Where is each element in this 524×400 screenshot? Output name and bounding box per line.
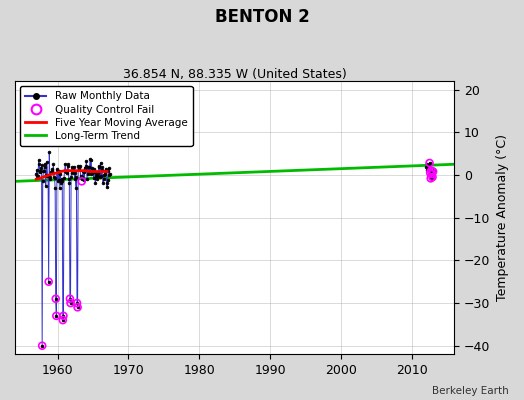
Point [52, 313, 61, 319]
Point [78, 178, 86, 184]
Text: Berkeley Earth: Berkeley Earth [432, 386, 508, 396]
Point [73, 304, 82, 310]
Point [428, 174, 436, 180]
Point [59, 313, 68, 319]
Point [67, 300, 75, 306]
Point [425, 160, 434, 166]
Point [426, 170, 434, 176]
Point [73, 300, 81, 306]
Point [45, 278, 53, 285]
Text: BENTON 2: BENTON 2 [215, 8, 309, 26]
Point [66, 296, 74, 302]
Y-axis label: Temperature Anomaly (°C): Temperature Anomaly (°C) [496, 134, 509, 301]
Point [427, 175, 435, 182]
Title: 36.854 N, 88.335 W (United States): 36.854 N, 88.335 W (United States) [123, 68, 346, 81]
Point [38, 342, 46, 349]
Point [429, 168, 438, 175]
Point [51, 296, 60, 302]
Legend: Raw Monthly Data, Quality Control Fail, Five Year Moving Average, Long-Term Tren: Raw Monthly Data, Quality Control Fail, … [20, 86, 192, 146]
Point [427, 168, 435, 174]
Point [428, 171, 436, 177]
Point [59, 317, 67, 323]
